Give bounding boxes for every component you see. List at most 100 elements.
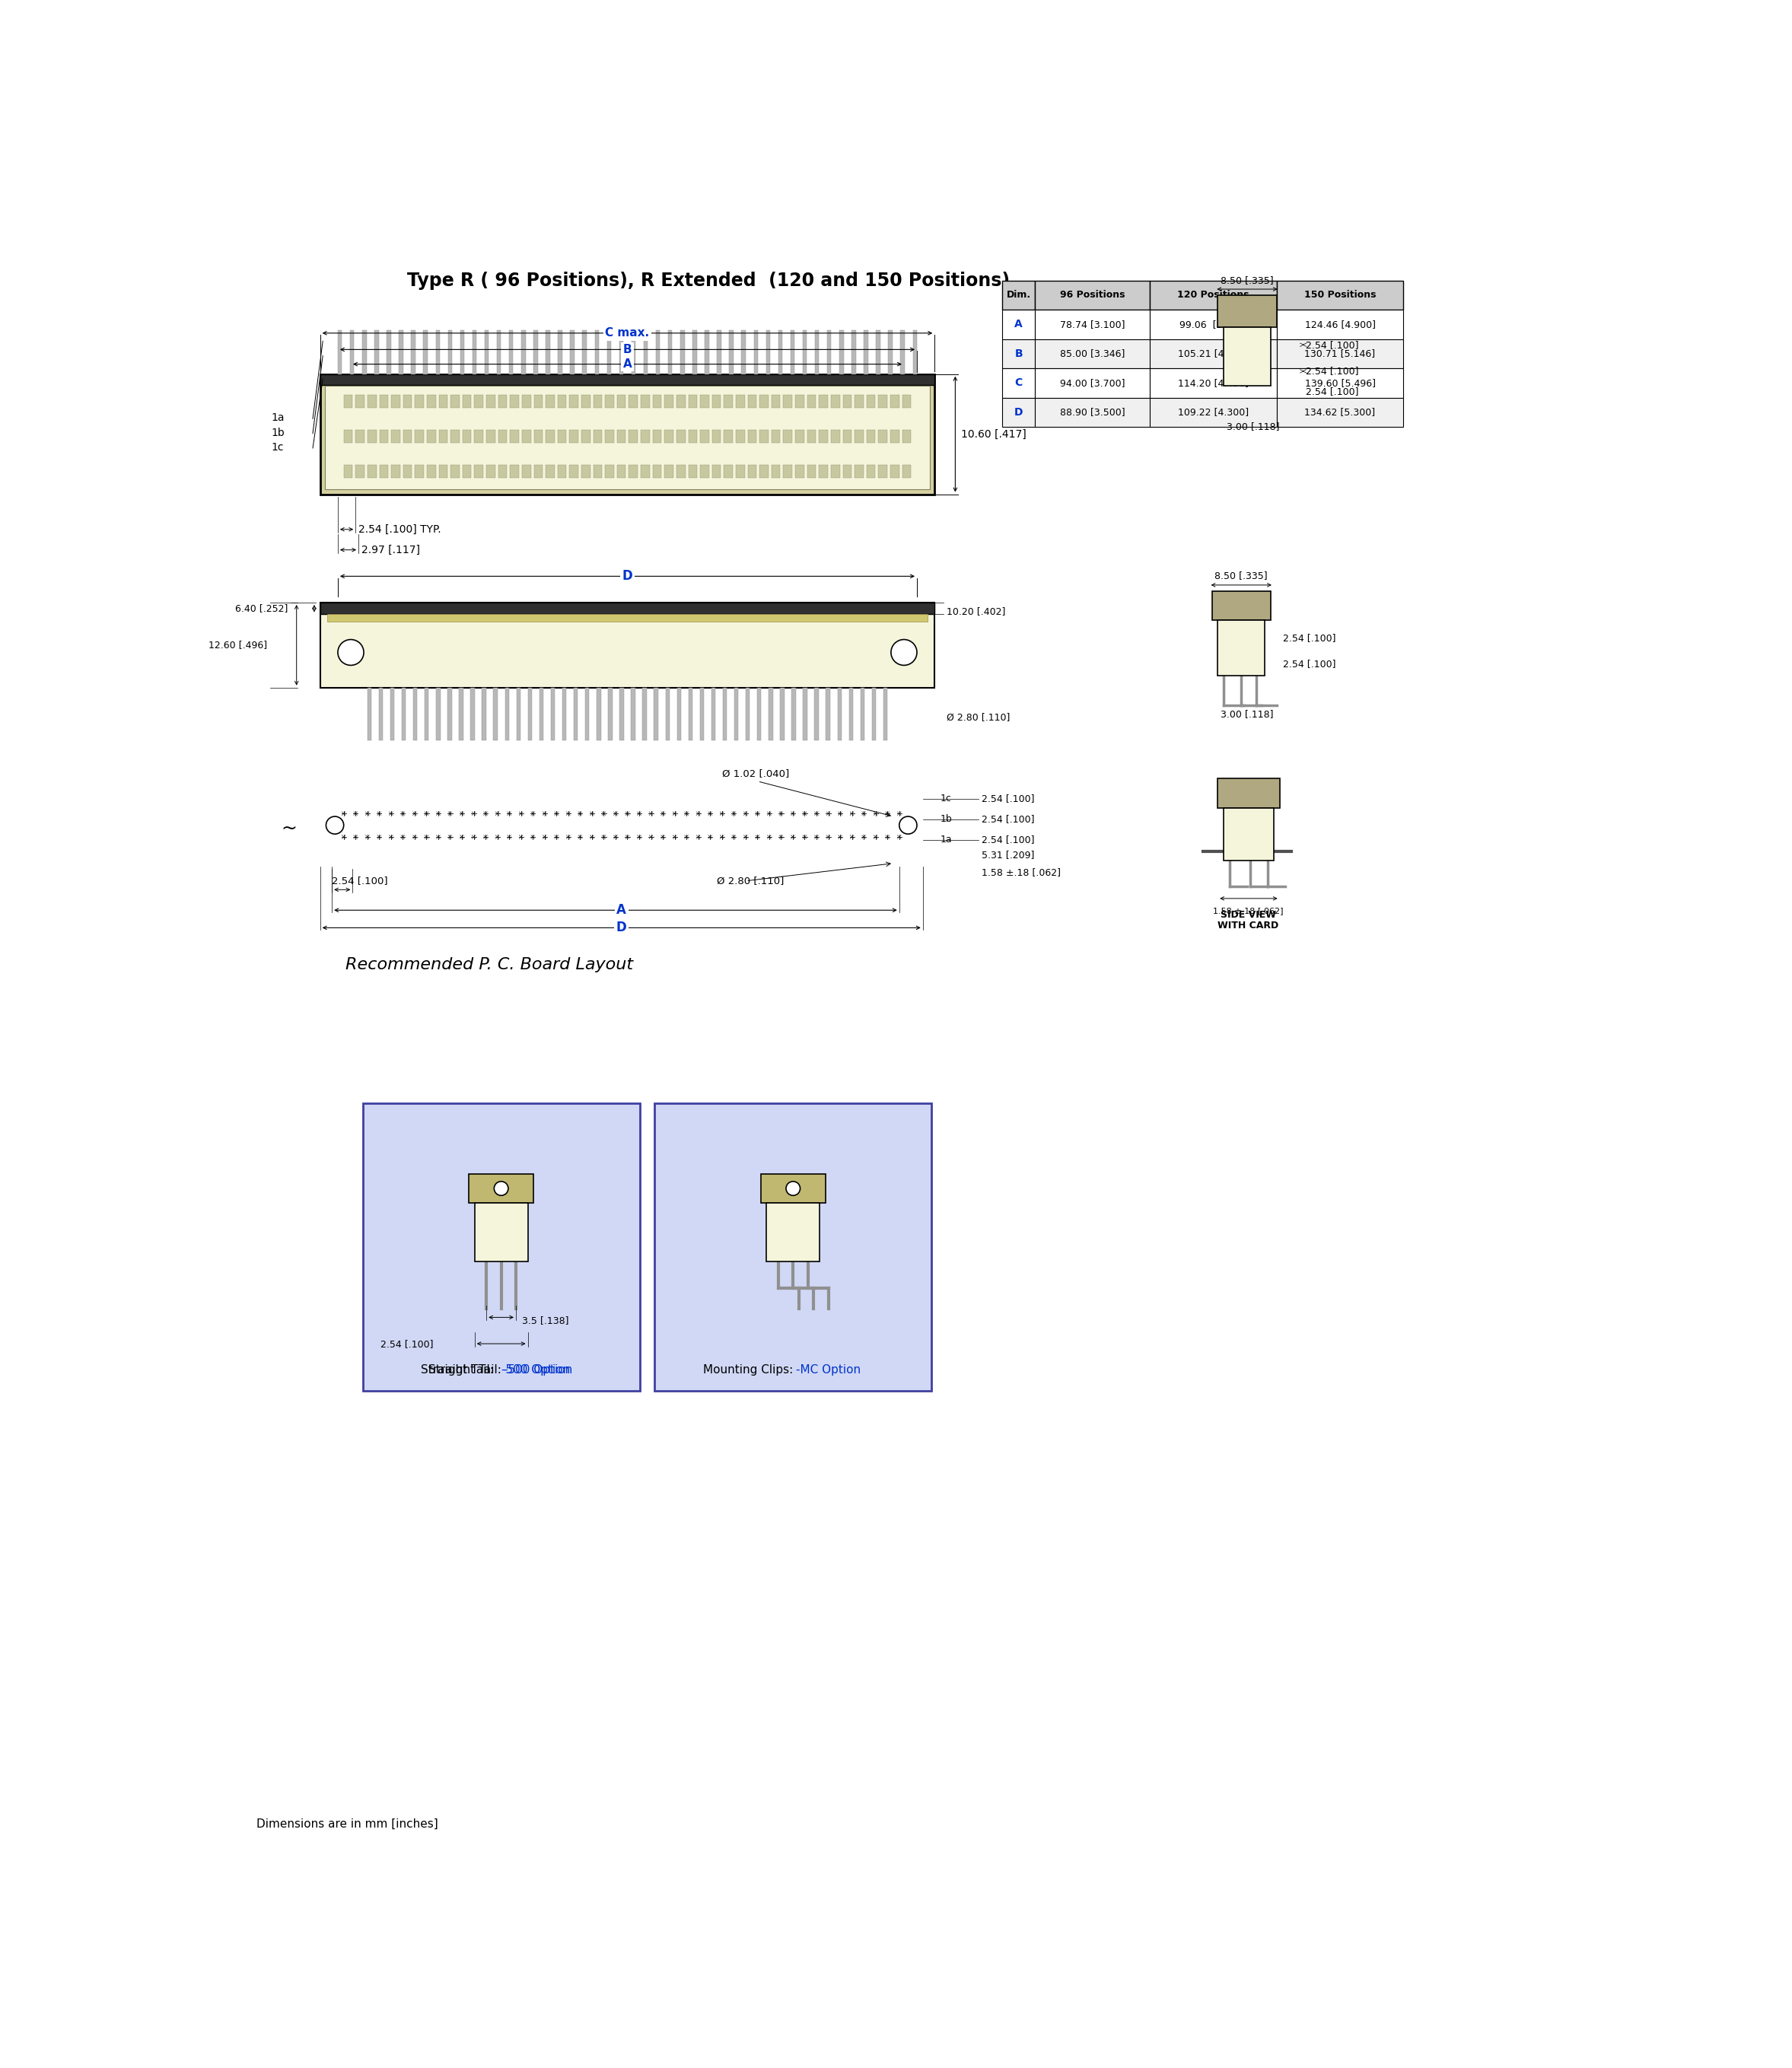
Bar	[475, 465, 484, 478]
Bar	[606, 430, 615, 443]
Bar	[534, 331, 538, 374]
Bar	[593, 395, 602, 407]
Bar	[550, 687, 556, 740]
Bar	[573, 687, 577, 740]
Bar	[593, 465, 602, 478]
Bar	[729, 331, 733, 374]
Bar	[606, 395, 615, 407]
Bar	[570, 395, 579, 407]
Bar	[321, 602, 935, 687]
Bar	[828, 331, 831, 374]
Text: -500 Option: -500 Option	[502, 1365, 570, 1375]
Bar	[629, 465, 638, 478]
Bar	[529, 687, 532, 740]
Bar	[692, 331, 697, 374]
Bar	[654, 1104, 932, 1390]
Text: Ø 2.80 [.110]: Ø 2.80 [.110]	[946, 711, 1011, 722]
Bar	[839, 331, 844, 374]
Bar	[701, 430, 710, 443]
Bar	[595, 331, 599, 374]
Bar	[367, 687, 371, 740]
Bar	[375, 331, 378, 374]
Bar	[652, 395, 661, 407]
Text: Ø 1.02 [.040]: Ø 1.02 [.040]	[722, 769, 790, 778]
Bar	[765, 331, 771, 374]
Text: SIDE VIEW: SIDE VIEW	[1220, 910, 1276, 920]
Text: 88.90 [3.500]: 88.90 [3.500]	[1059, 407, 1125, 418]
Bar	[509, 331, 513, 374]
Bar	[380, 395, 389, 407]
Text: 2.54 [.100]: 2.54 [.100]	[1306, 366, 1358, 376]
Bar	[688, 395, 697, 407]
Bar	[484, 331, 489, 374]
Bar	[652, 430, 661, 443]
Text: 2.54 [.100]: 2.54 [.100]	[1306, 339, 1358, 349]
Bar	[344, 430, 353, 443]
Bar	[403, 395, 412, 407]
Bar	[642, 395, 650, 407]
Bar	[867, 465, 874, 478]
Bar	[448, 687, 452, 740]
Bar	[486, 430, 495, 443]
Bar	[855, 395, 864, 407]
Bar	[677, 687, 681, 740]
Bar	[391, 687, 394, 740]
Text: B: B	[1014, 347, 1023, 360]
Text: 96 Positions: 96 Positions	[1059, 290, 1125, 300]
Bar	[819, 465, 828, 478]
Bar	[473, 331, 477, 374]
Bar	[1150, 368, 1276, 397]
Circle shape	[900, 817, 918, 833]
Bar	[328, 614, 928, 620]
Bar	[547, 430, 554, 443]
Bar	[321, 602, 935, 614]
Bar	[711, 430, 720, 443]
Bar	[1034, 310, 1150, 339]
Bar	[629, 430, 638, 443]
Bar	[355, 430, 364, 443]
Bar	[355, 395, 364, 407]
Bar	[676, 465, 685, 478]
Bar	[901, 465, 910, 478]
Bar	[643, 687, 647, 740]
Bar	[792, 687, 796, 740]
Bar	[745, 687, 749, 740]
Bar	[547, 331, 550, 374]
Text: 120 Positions: 120 Positions	[1177, 290, 1249, 300]
Text: 114.20 [4.496]: 114.20 [4.496]	[1177, 378, 1249, 389]
Bar	[380, 430, 389, 443]
Text: 8.50 [.335]: 8.50 [.335]	[1215, 571, 1267, 581]
Bar	[410, 331, 416, 374]
Bar	[760, 430, 769, 443]
Bar	[631, 687, 634, 740]
Bar	[435, 687, 441, 740]
Bar	[607, 687, 613, 740]
Circle shape	[495, 1181, 509, 1195]
Bar	[482, 687, 486, 740]
Bar	[462, 430, 471, 443]
Bar	[607, 331, 611, 374]
Bar	[534, 430, 543, 443]
Bar	[534, 465, 543, 478]
Bar	[737, 465, 745, 478]
Bar	[462, 465, 471, 478]
Text: 94.00 [3.700]: 94.00 [3.700]	[1059, 378, 1125, 389]
Bar	[796, 395, 805, 407]
Bar	[321, 374, 935, 385]
Bar	[815, 331, 819, 374]
Bar	[665, 465, 674, 478]
Text: 2.54 [.100] TYP.: 2.54 [.100] TYP.	[358, 523, 441, 536]
Bar	[511, 465, 520, 478]
Bar	[778, 331, 783, 374]
Bar	[737, 430, 745, 443]
Bar	[1150, 397, 1276, 426]
Bar	[321, 374, 935, 494]
Text: 1c: 1c	[271, 443, 283, 453]
Bar	[414, 687, 418, 740]
Bar	[815, 687, 819, 740]
Bar	[842, 430, 851, 443]
Bar	[826, 687, 830, 740]
Bar	[1276, 397, 1403, 426]
Bar	[1219, 778, 1279, 809]
Bar	[362, 331, 366, 374]
